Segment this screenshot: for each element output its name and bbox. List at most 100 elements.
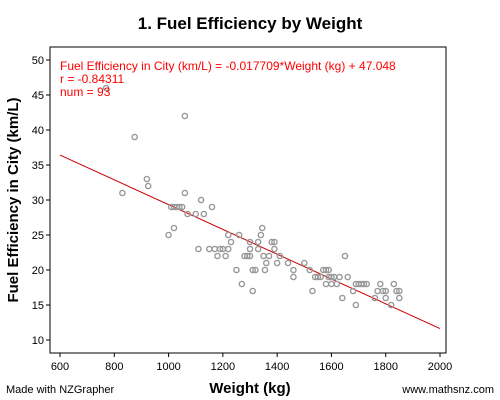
x-tick-label: 600 xyxy=(51,361,69,373)
y-tick-label: 45 xyxy=(32,90,44,102)
data-point xyxy=(195,245,202,253)
data-point xyxy=(233,266,240,274)
data-point xyxy=(338,294,346,302)
data-point xyxy=(268,238,276,246)
data-point xyxy=(374,287,381,295)
data-point xyxy=(379,287,387,295)
y-tick-label: 50 xyxy=(32,55,44,67)
data-point xyxy=(271,238,278,246)
data-point xyxy=(176,203,183,211)
data-point xyxy=(265,252,273,260)
y-tick-label: 30 xyxy=(32,195,44,207)
data-point xyxy=(238,280,246,288)
data-point xyxy=(328,273,335,281)
data-point xyxy=(252,266,259,274)
x-tick-label: 1000 xyxy=(156,361,180,373)
data-point xyxy=(322,266,330,274)
data-point xyxy=(214,252,221,260)
data-point xyxy=(393,287,400,295)
y-axis-label: Fuel Efficiency in City (km/L) xyxy=(5,97,22,302)
data-point xyxy=(352,301,360,309)
data-point xyxy=(181,189,189,197)
data-point xyxy=(328,280,335,288)
data-point xyxy=(333,280,341,288)
data-point xyxy=(360,280,368,288)
y-axis: 10 15 20 25 30 35 40 45 50 xyxy=(32,55,50,347)
y-tick-label: 15 xyxy=(32,300,44,312)
data-point xyxy=(390,280,398,288)
data-point xyxy=(382,287,390,295)
x-axis-label: Weight (kg) xyxy=(209,380,290,397)
footer-url: www.mathsnz.com xyxy=(401,384,494,396)
data-point xyxy=(246,245,254,253)
data-point xyxy=(344,273,352,281)
data-point xyxy=(249,287,257,295)
data-point xyxy=(249,266,257,274)
data-point xyxy=(131,133,138,141)
data-point xyxy=(276,252,284,260)
data-point xyxy=(143,175,151,183)
x-axis: 600 800 1000 1200 1400 1600 1800 2000 xyxy=(51,353,452,373)
data-point xyxy=(254,245,262,253)
data-point xyxy=(208,203,216,211)
y-tick-label: 25 xyxy=(32,230,44,242)
data-point xyxy=(371,294,379,302)
data-point xyxy=(273,259,281,267)
x-tick-label: 800 xyxy=(105,361,123,373)
annotation-line: num = 93 xyxy=(60,85,111,99)
data-point xyxy=(260,252,267,260)
data-point xyxy=(119,189,126,197)
data-point xyxy=(224,245,232,253)
data-point xyxy=(300,259,308,267)
data-point xyxy=(395,287,403,295)
data-point xyxy=(205,245,213,253)
y-tick-label: 35 xyxy=(32,160,44,172)
y-tick-label: 10 xyxy=(32,335,44,347)
data-point xyxy=(258,224,266,232)
data-point xyxy=(192,210,200,218)
data-point xyxy=(322,280,330,288)
data-point xyxy=(235,231,243,239)
data-point xyxy=(284,259,292,267)
chart-title: 1. Fuel Efficiency by Weight xyxy=(138,14,363,33)
data-point xyxy=(349,287,357,295)
data-point xyxy=(317,273,324,281)
data-point xyxy=(261,266,269,274)
regression-line xyxy=(59,154,441,330)
data-point xyxy=(376,280,384,288)
data-point xyxy=(181,112,189,120)
data-point xyxy=(165,231,172,239)
data-point xyxy=(395,294,403,302)
data-points xyxy=(102,84,403,309)
data-point xyxy=(387,301,395,309)
data-point xyxy=(197,196,205,204)
data-point xyxy=(170,224,178,232)
y-tick-label: 20 xyxy=(32,265,44,277)
annotation-line: r = -0.84311 xyxy=(60,72,124,86)
x-tick-label: 1400 xyxy=(265,361,289,373)
data-point xyxy=(254,238,262,246)
data-point xyxy=(357,280,365,288)
data-point xyxy=(382,294,390,302)
data-point xyxy=(222,252,229,260)
data-point xyxy=(271,245,278,253)
annotation-line: Fuel Efficiency in City (km/L) = -0.0177… xyxy=(60,59,396,73)
data-point xyxy=(144,182,152,190)
data-point xyxy=(309,287,316,295)
data-point xyxy=(200,210,208,218)
x-tick-label: 1200 xyxy=(211,361,235,373)
data-point xyxy=(314,273,322,281)
data-point xyxy=(290,273,297,281)
data-point xyxy=(262,259,270,267)
data-point xyxy=(336,273,343,281)
data-point xyxy=(257,231,265,239)
x-tick-label: 1800 xyxy=(373,361,397,373)
x-tick-label: 2000 xyxy=(428,361,452,373)
data-point xyxy=(102,84,110,92)
footer-credit: Made with NZGrapher xyxy=(6,384,115,396)
data-point xyxy=(246,252,254,260)
data-point xyxy=(216,245,224,253)
data-point xyxy=(306,266,314,274)
data-point xyxy=(224,231,232,239)
